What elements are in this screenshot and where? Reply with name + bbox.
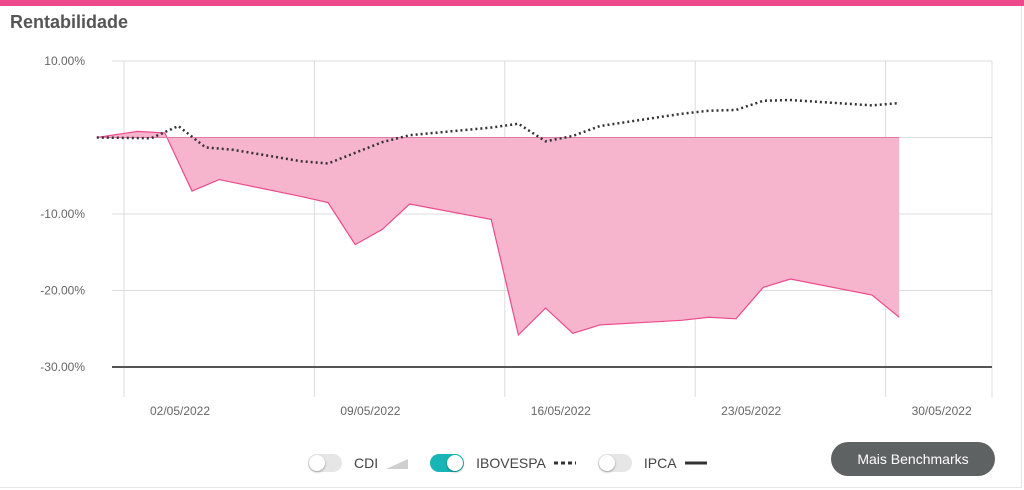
portfolio-area xyxy=(96,131,900,335)
legend-item-ibovespa[interactable]: IBOVESPA xyxy=(430,454,576,472)
ipca-label: IPCA xyxy=(643,455,677,471)
x-tick-label: 23/05/2022 xyxy=(721,404,781,418)
cdi-label: CDI xyxy=(354,455,379,471)
more-benchmarks-button[interactable]: Mais Benchmarks xyxy=(831,442,995,476)
portfolio-line xyxy=(96,130,900,337)
x-tick-label: 02/05/2022 xyxy=(150,404,210,418)
y-tick-label: -10.00% xyxy=(40,207,85,221)
ibovespa-toggle[interactable] xyxy=(430,454,465,472)
y-tick-label: -30.00% xyxy=(40,360,85,374)
toggle-knob xyxy=(309,455,325,471)
page-title: Rentabilidade xyxy=(10,12,129,32)
ipca-toggle[interactable] xyxy=(597,454,632,472)
legend-item-ipca[interactable]: IPCA xyxy=(597,454,707,472)
rentabilidade-chart: 10.00% -10.00% -20.00% -30.00% 02/05/2022 09/… xyxy=(40,54,993,418)
toggle-knob xyxy=(598,455,615,471)
x-tick-label: 30/05/2022 xyxy=(912,404,972,418)
x-tick-label: 09/05/2022 xyxy=(340,404,400,418)
benchmark-legend: CDI IBOVESPA IPCA xyxy=(308,452,729,474)
toggle-knob xyxy=(447,455,464,471)
cdi-toggle[interactable] xyxy=(308,454,342,472)
area-marker-icon xyxy=(386,459,409,469)
top-accent-bar xyxy=(0,0,1024,6)
solid-line-marker-icon xyxy=(684,461,707,465)
chart-panel xyxy=(0,6,1022,488)
legend-item-cdi[interactable]: CDI xyxy=(308,454,409,472)
x-tick-label: 16/05/2022 xyxy=(531,404,591,418)
y-tick-label: 10.00% xyxy=(44,54,85,68)
dashed-line-marker-icon xyxy=(553,461,576,465)
y-tick-label: -20.00% xyxy=(40,284,85,298)
ibovespa-label: IBOVESPA xyxy=(476,455,546,471)
